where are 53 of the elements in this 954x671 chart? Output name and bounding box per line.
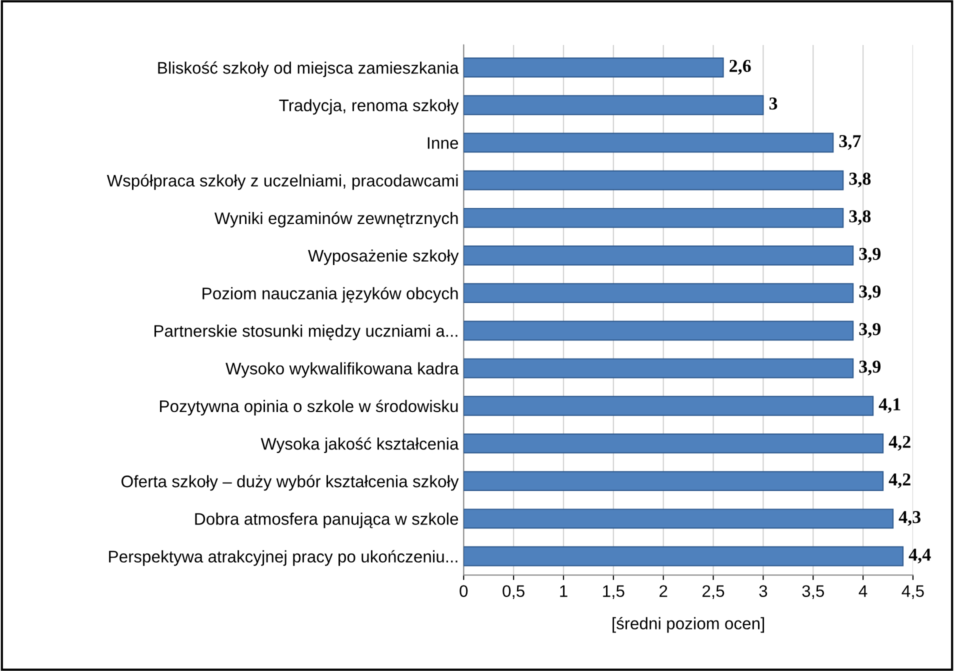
y-tick-label: Pozytywna opinia o szkole w środowisku: [160, 400, 458, 416]
y-tick-label: Bliskość szkoły od miejsca zamieszkania: [158, 61, 459, 78]
y-tick-label: Inne: [428, 137, 458, 149]
bar: [464, 320, 854, 341]
x-tick-label: 1: [560, 585, 568, 597]
bar: [464, 208, 844, 228]
y-tick-label: Oferta szkoły – duży wybór kształcenia szkoły: [122, 474, 459, 491]
data-label: 3,7: [839, 135, 861, 150]
data-label: 4,3: [898, 511, 921, 526]
y-tick-label: Poziom nauczania języków obcych: [202, 286, 458, 303]
bar: [464, 358, 854, 378]
y-tick-label: Perspektywa atrakcyjnej pracy po ukończeniu...: [109, 550, 458, 566]
x-tick-label: 4: [858, 585, 868, 597]
data-label: 3,9: [859, 285, 881, 300]
y-tick-label: Dobra atmosfera panująca w szkole: [195, 512, 458, 528]
x-tick-label: 3: [759, 585, 768, 598]
y-tick-label: Współpraca szkoły z uczelniami, pracodawcami: [106, 174, 458, 190]
x-tick-label: 2: [660, 585, 668, 597]
bar: [464, 95, 764, 116]
data-label: 4,4: [908, 548, 931, 564]
x-tick-label: 0,5: [502, 585, 524, 599]
x-tick-label: 2,5: [702, 585, 724, 599]
y-tick-label: Wysoko wykwalifikowana kadra: [226, 362, 459, 378]
y-tick-label: Partnerskie stosunki między uczniami a...: [154, 324, 458, 340]
y-tick-label: Wyposażenie szkoły: [308, 249, 459, 265]
data-label: 3,8: [849, 172, 871, 188]
data-label: 3,9: [859, 323, 881, 338]
y-tick-label: Wysoka jakość kształcenia: [260, 437, 459, 454]
bar: [464, 58, 724, 78]
data-label: 4,1: [878, 398, 900, 414]
bar: [464, 132, 834, 153]
x-tick-label: 0: [460, 585, 468, 598]
bar: [464, 508, 894, 529]
data-label: 3,8: [849, 210, 871, 226]
x-tick-label: 1,5: [603, 585, 624, 599]
data-label: 3: [769, 97, 778, 110]
data-label: 3,9: [859, 360, 881, 376]
x-tick-label: 4,5: [902, 585, 924, 599]
bar: [464, 546, 904, 566]
bar: [464, 170, 844, 190]
bar: [464, 283, 854, 304]
bar: [464, 246, 854, 266]
x-tick-label: 3,5: [802, 585, 824, 599]
bar: [464, 396, 874, 416]
data-label: 2,6: [730, 60, 751, 75]
x-axis-title: [średni poziom ocen]: [612, 616, 764, 633]
data-label: 3,9: [859, 248, 881, 263]
data-label: 4,2: [888, 436, 910, 451]
bar: [464, 471, 884, 492]
y-tick-label: Wyniki egzaminów zewnętrznych: [214, 212, 458, 228]
bar: [464, 434, 884, 454]
data-label: 4,2: [888, 473, 910, 488]
y-tick-label: Tradycja, renoma szkoły: [279, 99, 459, 115]
